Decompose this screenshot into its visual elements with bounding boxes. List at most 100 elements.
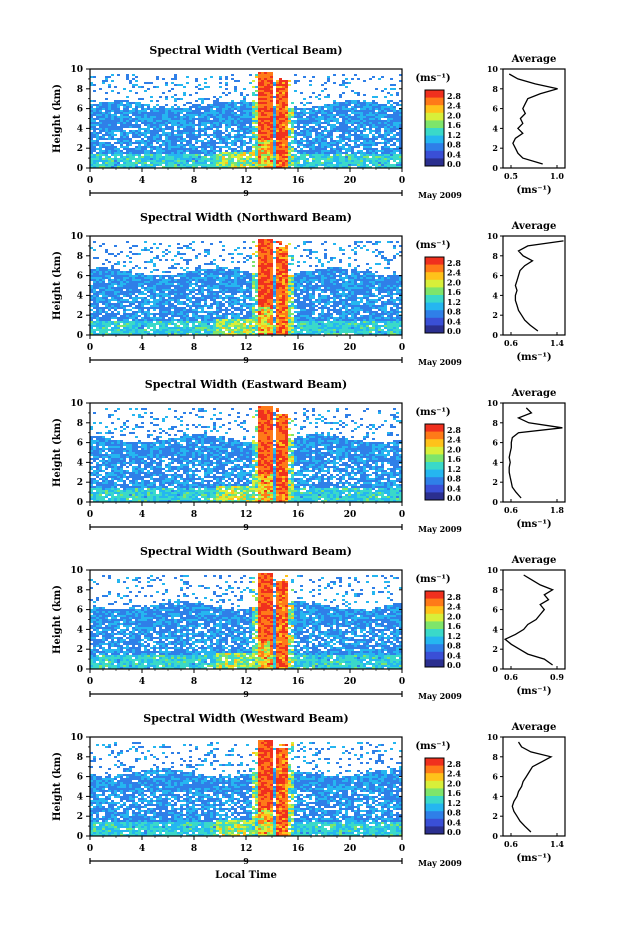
heatmap-cell bbox=[153, 148, 156, 150]
heatmap-cell bbox=[132, 287, 135, 289]
heatmap-cell bbox=[273, 120, 276, 122]
heatmap-cell bbox=[105, 142, 108, 144]
heatmap-cell bbox=[180, 148, 183, 150]
heatmap-cell bbox=[129, 154, 132, 156]
heatmap-cell bbox=[327, 118, 330, 120]
heatmap-cell bbox=[246, 94, 249, 96]
heatmap-cell bbox=[90, 329, 93, 331]
heatmap-cell bbox=[384, 160, 387, 162]
heatmap-cell bbox=[339, 114, 342, 116]
heatmap-cell bbox=[396, 104, 399, 106]
heatmap-cell bbox=[168, 122, 171, 124]
heatmap-cell bbox=[309, 136, 312, 138]
heatmap-cell bbox=[207, 146, 210, 148]
heatmap-cell bbox=[183, 154, 186, 156]
heatmap-cell bbox=[105, 267, 108, 269]
heatmap-cell bbox=[171, 160, 174, 162]
heatmap-cell bbox=[261, 96, 264, 98]
heatmap-cell bbox=[327, 164, 330, 166]
heatmap-cell bbox=[216, 317, 219, 319]
heatmap-cell bbox=[120, 146, 123, 148]
heatmap-cell bbox=[156, 279, 159, 281]
heatmap-cell bbox=[384, 144, 387, 146]
heatmap-cell bbox=[333, 74, 336, 76]
heatmap-cell bbox=[240, 313, 243, 315]
heatmap-cell bbox=[321, 142, 324, 144]
heatmap-cell bbox=[99, 128, 102, 130]
heatmap-cell bbox=[210, 142, 213, 144]
heatmap-cell bbox=[162, 325, 165, 327]
heatmap-cell bbox=[150, 126, 153, 128]
colorbar-tick-label: 1.2 bbox=[447, 130, 461, 140]
heatmap-cell bbox=[237, 146, 240, 148]
heatmap-cell bbox=[228, 303, 231, 305]
heatmap-cell bbox=[357, 162, 360, 164]
heatmap-cell bbox=[162, 279, 165, 281]
heatmap-cell bbox=[147, 144, 150, 146]
heatmap-cell bbox=[162, 114, 165, 116]
heatmap-cell bbox=[126, 122, 129, 124]
heatmap-cell bbox=[153, 331, 156, 333]
heatmap-cell bbox=[186, 271, 189, 273]
heatmap-cell bbox=[177, 285, 180, 287]
heatmap-cell bbox=[168, 148, 171, 150]
heatmap-cell bbox=[159, 323, 162, 325]
heatmap-cell bbox=[108, 122, 111, 124]
heatmap-cell bbox=[132, 301, 135, 303]
heatmap-cell bbox=[207, 317, 210, 319]
heatmap-cell bbox=[171, 321, 174, 323]
heatmap-cell bbox=[132, 327, 135, 329]
heatmap-cell bbox=[189, 166, 192, 168]
heatmap-cell bbox=[357, 118, 360, 120]
heatmap-cell bbox=[201, 327, 204, 329]
heatmap-cell bbox=[147, 323, 150, 325]
heatmap-cell bbox=[150, 329, 153, 331]
heatmap-cell bbox=[258, 92, 261, 94]
heatmap-cell bbox=[279, 128, 282, 130]
heatmap-cell bbox=[273, 158, 276, 160]
heatmap-cell bbox=[126, 271, 129, 273]
heatmap-cell bbox=[111, 104, 114, 106]
heatmap-cell bbox=[99, 124, 102, 126]
heatmap-cell bbox=[183, 92, 186, 94]
heatmap-cell bbox=[90, 315, 93, 317]
heatmap-cell bbox=[93, 100, 96, 102]
heatmap-cell bbox=[285, 126, 288, 128]
heatmap-cell bbox=[267, 102, 270, 104]
heatmap-cell bbox=[264, 98, 267, 100]
heatmap-cell bbox=[351, 116, 354, 118]
heatmap-cell bbox=[168, 305, 171, 307]
heatmap-cell bbox=[228, 301, 231, 303]
heatmap-cell bbox=[258, 118, 261, 120]
heatmap-cell bbox=[216, 132, 219, 134]
heatmap-cell bbox=[102, 114, 105, 116]
heatmap-cell bbox=[213, 317, 216, 319]
heatmap-cell bbox=[189, 142, 192, 144]
heatmap-cell bbox=[168, 146, 171, 148]
heatmap-cell bbox=[135, 313, 138, 315]
heatmap-cell bbox=[183, 94, 186, 96]
heatmap-cell bbox=[345, 120, 348, 122]
heatmap-cell bbox=[324, 160, 327, 162]
heatmap-cell bbox=[255, 142, 258, 144]
heatmap-cell bbox=[111, 126, 114, 128]
heatmap-cell bbox=[204, 295, 207, 297]
heatmap-cell bbox=[351, 108, 354, 110]
heatmap-cell bbox=[114, 279, 117, 281]
heatmap-cell bbox=[288, 120, 291, 122]
avg-y-tick-label: 8 bbox=[492, 84, 498, 94]
heatmap-cell bbox=[141, 273, 144, 275]
heatmap-cell bbox=[327, 154, 330, 156]
heatmap-cell bbox=[354, 126, 357, 128]
heatmap-cell bbox=[231, 315, 234, 317]
heatmap-cell bbox=[108, 130, 111, 132]
heatmap-cell bbox=[174, 327, 177, 329]
heatmap-cell bbox=[363, 124, 366, 126]
heatmap-cell bbox=[204, 319, 207, 321]
heatmap-cell bbox=[231, 118, 234, 120]
heatmap-cell bbox=[222, 110, 225, 112]
heatmap-cell bbox=[270, 112, 273, 114]
heatmap-cell bbox=[360, 144, 363, 146]
heatmap-cell bbox=[345, 130, 348, 132]
heatmap-cell bbox=[231, 271, 234, 273]
